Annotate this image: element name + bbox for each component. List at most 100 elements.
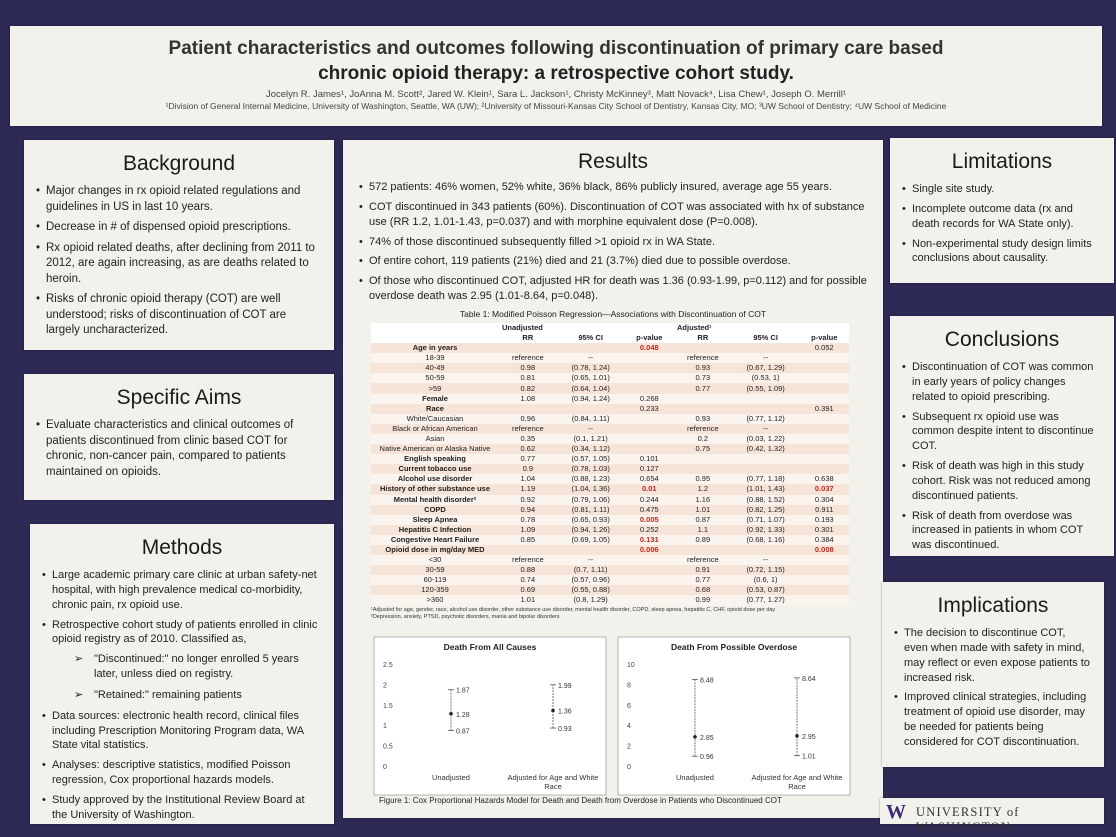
background-item: Risks of chronic opioid therapy (COT) ar… <box>36 292 320 339</box>
table-row-label: 50-59 <box>371 373 499 384</box>
table-row-label: Current tobacco use <box>371 464 499 475</box>
conclusions-item: Discontinuation of COT was common in ear… <box>902 360 1100 405</box>
table-row: >59 0.82 (0.64, 1.04) 0.77 (0.55, 1.09) <box>371 383 849 394</box>
table-cell: 0.127 <box>624 464 674 475</box>
table-row: Congestive Heart Failure 0.85 (0.69, 1.05)… <box>371 534 849 545</box>
table-cell <box>673 343 732 354</box>
table-cell <box>624 363 674 374</box>
table-row: Current tobacco use 0.9 (0.78, 1.03) 0.127 <box>371 464 849 475</box>
table-cell: -- <box>731 423 800 434</box>
hazard-chart-svg: Death From All Causes 0 0.5 1 1.5 2 2.5 1.87 1.2… <box>373 636 851 796</box>
table-row: Race 0.233 0.391 <box>371 403 849 414</box>
table-cell: 0.101 <box>624 454 674 465</box>
col-header <box>371 333 499 344</box>
background-item: Rx opioid related deaths, after declinin… <box>36 241 320 288</box>
estimate-label: 1.36 <box>558 709 572 716</box>
y-tick-label: 0 <box>627 764 631 771</box>
table-row: 40-49 0.98 (0.78, 1.24) 0.93 (0.67, 1.29) <box>371 363 849 374</box>
results-item: 74% of those discontinued subsequently f… <box>359 235 869 250</box>
table-cell: (0.03, 1.22) <box>731 433 800 445</box>
table-cell <box>499 343 557 354</box>
table-row: >360 1.01 (0.8, 1.29) 0.99 (0.77, 1.27) <box>371 595 849 606</box>
y-tick-label: 4 <box>627 723 631 730</box>
table-cell: (0.69, 1.05) <box>556 534 625 545</box>
table-row-label: Congestive Heart Failure <box>371 534 499 545</box>
methods-item: Study approved by the Institutional Revi… <box>42 793 320 823</box>
conclusions-panel: Conclusions Discontinuation of COT was c… <box>890 316 1114 556</box>
table-cell <box>731 343 800 354</box>
table-row: 18-39 reference -- reference -- <box>371 353 849 364</box>
table-cell <box>799 555 849 566</box>
table-cell: 1.09 <box>499 524 557 535</box>
table-cell: 0.93 <box>673 413 732 424</box>
table-cell <box>799 363 849 374</box>
table-cell: 0.475 <box>624 504 674 515</box>
specific-aims-panel: Specific Aims Evaluate characteristics a… <box>24 374 334 500</box>
table-cell <box>799 423 849 434</box>
table-cell <box>556 544 625 556</box>
background-list: Major changes in rx opioid related regul… <box>36 184 320 339</box>
col-header: p-value <box>624 333 674 344</box>
table-cell: 0.73 <box>673 373 732 384</box>
poster-title-line2: chronic opioid therapy: a retrospective … <box>318 63 794 84</box>
table-row-label: Sleep Apnea <box>371 514 499 525</box>
table-row: Asian 0.35 (0.1, 1.21) 0.2 (0.03, 1.22) <box>371 433 849 445</box>
table-cell: 1.16 <box>673 494 732 505</box>
table-cell <box>624 585 674 596</box>
y-tick-label: 6 <box>627 703 631 710</box>
table-column-header: RR 95% CI p-value RR 95% CI p-value <box>371 333 849 344</box>
table-cell: 0.654 <box>624 474 674 485</box>
table-cell: 0.911 <box>799 504 849 515</box>
table-cell <box>731 454 800 465</box>
table-cell <box>799 433 849 445</box>
table-cell: (0.64, 1.04) <box>556 383 625 394</box>
conclusions-heading: Conclusions <box>944 328 1060 351</box>
upper-label: 8.64 <box>802 676 816 683</box>
table-row-label: 30-59 <box>371 565 499 576</box>
estimate-label: 1.28 <box>456 712 470 719</box>
table-cell <box>799 353 849 364</box>
table-cell: (0.77, 1.12) <box>731 413 800 424</box>
table-cell: (1.04, 1.36) <box>556 484 625 495</box>
upper-label: 1.99 <box>558 683 572 690</box>
table-cell <box>731 464 800 475</box>
table-cell: reference <box>499 555 557 566</box>
chart-title: Death From Possible Overdose <box>671 642 797 652</box>
methods-subitem: "Discontinued:" no longer enrolled 5 yea… <box>42 652 320 682</box>
background-item: Decrease in # of dispensed opioid prescr… <box>36 220 320 236</box>
table-cell: 0.006 <box>624 544 674 556</box>
methods-list-2: Data sources: electronic health record, … <box>42 709 320 823</box>
table-cell: 0.193 <box>799 514 849 525</box>
estimate-point <box>449 711 453 716</box>
table-cell: 0.93 <box>673 363 732 374</box>
category-label-line2: Race <box>544 782 562 791</box>
table-cell <box>673 464 732 475</box>
lower-label: 0.87 <box>456 729 470 736</box>
results-list: 572 patients: 46% women, 52% white, 36% … <box>359 180 869 304</box>
table-cell <box>624 353 674 364</box>
table-cell: 1.08 <box>499 393 557 404</box>
estimate-label: 2.95 <box>802 734 816 741</box>
table-row-label: Female <box>371 393 499 404</box>
table-cell: (0.78, 1.24) <box>556 363 625 374</box>
table-row: 60-119 0.74 (0.57, 0.96) 0.77 (0.6, 1) <box>371 575 849 586</box>
table-cell: (0.68, 1.16) <box>731 534 800 545</box>
table-cell <box>624 373 674 384</box>
implications-panel: Implications The decision to discontinue… <box>882 582 1104 767</box>
table-cell <box>799 373 849 384</box>
table-cell <box>799 565 849 576</box>
table-footnote-2: ²Depression, anxiety, PTSD, psychotic di… <box>371 614 560 621</box>
chart-title: Death From All Causes <box>444 642 537 652</box>
table-row-label: Race <box>371 403 499 414</box>
hazard-figure: Death From All Causes 0 0.5 1 1.5 2 2.5 1.87 1.2… <box>373 636 851 822</box>
col-header: RR <box>499 333 557 344</box>
table-cell: 1.2 <box>673 484 732 495</box>
methods-item-text: Retrospective cohort study of patients e… <box>52 618 318 646</box>
group-unadjusted: Unadjusted <box>499 322 674 333</box>
table-cell: (0.65, 0.93) <box>556 514 625 525</box>
table-cell: reference <box>673 555 732 566</box>
table-row: Opioid dose in mg/day MED 0.006 0.008 <box>371 544 849 556</box>
table-cell: 0.62 <box>499 444 557 455</box>
estimate-point <box>693 735 697 739</box>
table-cell: 0.94 <box>499 504 557 515</box>
